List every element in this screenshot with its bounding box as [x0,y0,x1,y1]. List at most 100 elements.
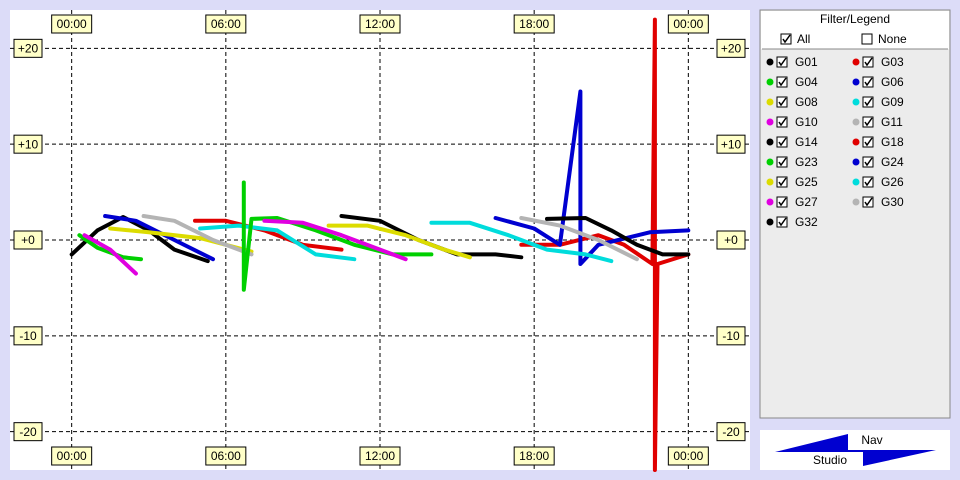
check-mark [778,177,787,187]
legend-checkbox[interactable] [776,76,788,88]
tick-label-box [51,446,93,466]
tick-label: -20 [722,425,740,439]
check-mark [778,217,787,227]
legend-checkbox[interactable] [776,196,788,208]
legend-checkbox[interactable] [776,216,788,228]
legend-checkbox[interactable] [862,176,874,188]
tick-label-box [205,446,247,466]
tick-label: -10 [19,329,37,343]
tick-label-box [667,446,709,466]
tick-label-box [359,446,401,466]
legend-label[interactable]: G18 [881,135,904,149]
legend-label[interactable]: G14 [795,135,818,149]
legend-checkbox[interactable] [862,156,874,168]
check-mark [778,117,787,127]
series-line [519,216,639,262]
tick-label-box [513,446,555,466]
tick-label-box [13,134,43,154]
tick-label-box [13,230,43,250]
legend-dot [852,78,860,86]
none-checkbox[interactable] [861,33,873,45]
legend-dot [766,98,774,106]
logo-top: Nav [861,433,882,447]
tick-label: 00:00 [673,449,703,463]
check-mark [864,157,873,167]
legend-checkbox[interactable] [862,96,874,108]
legend-checkbox[interactable] [776,96,788,108]
legend-label[interactable]: G23 [795,155,818,169]
legend-dot [852,198,860,206]
legend-checkbox[interactable] [776,56,788,68]
tick-label: 18:00 [519,17,549,31]
series-line [77,233,143,262]
legend-checkbox[interactable] [862,56,874,68]
check-mark [864,97,873,107]
legend-checkbox[interactable] [862,196,874,208]
legend-dot [766,198,774,206]
legend-dot [852,58,860,66]
legend-checkbox[interactable] [776,116,788,128]
tick-label-box [513,14,555,34]
legend-dot [852,98,860,106]
tick-label: 00:00 [673,17,703,31]
tick-label-box [51,14,93,34]
tick-label-box [13,38,43,58]
check-mark [864,117,873,127]
series-line [545,216,691,257]
tick-label-box [205,14,247,34]
legend-label[interactable]: G04 [795,75,818,89]
legend-label[interactable]: G09 [881,95,904,109]
legend-checkbox[interactable] [776,156,788,168]
legend-label[interactable]: G25 [795,175,818,189]
check-mark [864,57,873,67]
legend-dot [766,58,774,66]
legend-label[interactable]: G24 [881,155,904,169]
legend-label[interactable]: G11 [881,115,903,129]
tick-label-box [716,422,746,442]
legend-label[interactable]: G30 [881,195,904,209]
legend-label[interactable]: G08 [795,95,818,109]
check-mark [778,77,787,87]
legend-header [761,11,949,49]
legend-checkbox[interactable] [862,136,874,148]
series-line [198,223,357,262]
legend-checkbox[interactable] [862,116,874,128]
legend-label[interactable]: G03 [881,55,904,69]
legend-label[interactable]: G06 [881,75,904,89]
check-mark [864,177,873,187]
legend-label[interactable]: G01 [795,55,818,69]
none-label[interactable]: None [878,32,907,46]
tick-label: +10 [18,137,39,151]
legend-label[interactable]: G26 [881,175,904,189]
series-line [519,17,691,472]
legend-dot [766,218,774,226]
tick-label-box [716,38,746,58]
legend-checkbox[interactable] [776,176,788,188]
legend-label[interactable]: G27 [795,195,818,209]
legend-dot [852,138,860,146]
legend-dot [852,118,860,126]
check-mark [778,197,787,207]
series-line [82,233,138,276]
series-line [103,214,215,262]
legend-dot [766,138,774,146]
check-mark [778,97,787,107]
all-label[interactable]: All [797,32,810,46]
series-line [493,89,691,266]
tick-label: 12:00 [365,449,395,463]
tick-label: +10 [721,137,742,151]
tick-label: -10 [722,329,740,343]
legend-checkbox[interactable] [776,136,788,148]
tick-label: 06:00 [211,449,241,463]
legend-label[interactable]: G10 [795,115,818,129]
check-mark [864,77,873,87]
series-line [326,223,472,260]
check-mark [778,57,787,67]
legend-checkbox[interactable] [862,76,874,88]
all-checkbox[interactable] [780,33,792,45]
tick-label-box [13,422,43,442]
legend: G01 G03 G04 G06 G08 G09 G10 G11 G14 G18 G23 G24 G25 G… [766,55,904,229]
legend-title: Filter/Legend [820,12,890,26]
legend-label[interactable]: G32 [795,215,818,229]
